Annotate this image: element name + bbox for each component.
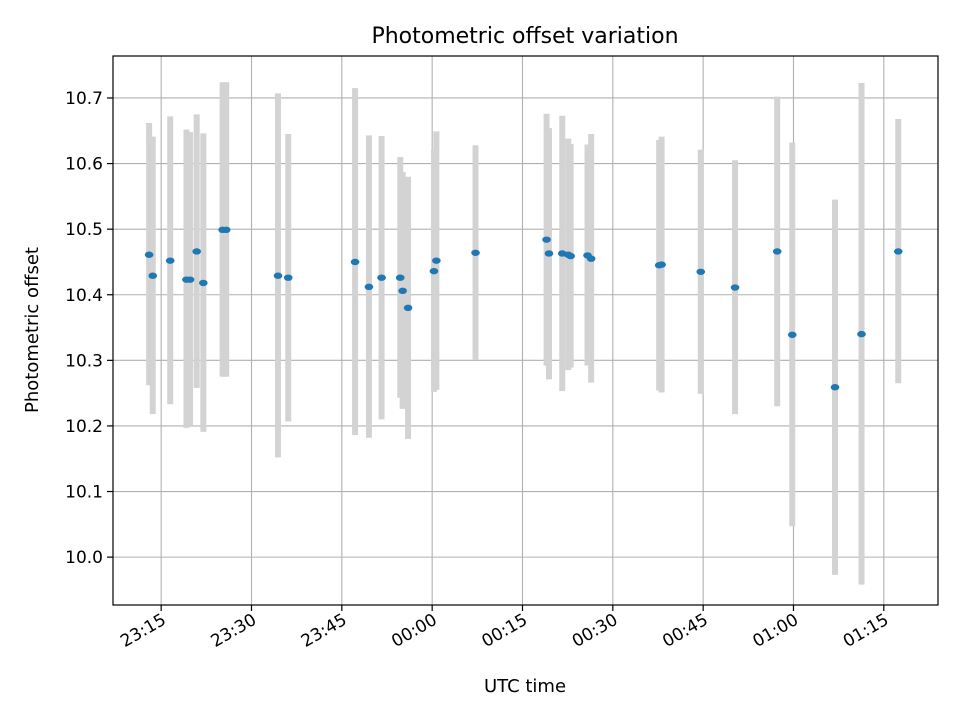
data-point: [395, 274, 405, 281]
data-point: [350, 258, 360, 266]
data-point: [857, 330, 866, 338]
data-point: [192, 248, 202, 255]
data-point: [787, 331, 797, 338]
data-point: [893, 248, 903, 255]
data-point: [772, 248, 782, 255]
y-tick-label: 10.1: [65, 483, 103, 503]
data-point: [429, 267, 439, 275]
data-point: [221, 226, 231, 234]
y-tick-label: 10.3: [65, 351, 103, 371]
data-point: [830, 384, 840, 391]
y-tick-label: 10.7: [65, 89, 103, 109]
grid-lines: [113, 56, 938, 605]
data-point: [471, 249, 480, 256]
data-point: [432, 257, 441, 264]
x-tick-label: 00:00: [388, 610, 440, 652]
data-point: [566, 252, 575, 260]
y-axis-label: Photometric offset: [22, 247, 43, 413]
data-point: [364, 283, 374, 291]
data-point: [403, 304, 413, 312]
x-tick-label: 01:00: [750, 610, 802, 652]
data-points: [144, 226, 903, 391]
data-point: [273, 272, 283, 279]
y-tick-label: 10.4: [65, 286, 103, 306]
plot-frame: [112, 55, 939, 606]
x-tick-label: 23:30: [208, 610, 260, 652]
x-axis-ticks: 23:15 23:30 23:45 00:00 00:15 00:30 00:45 01:00…: [117, 605, 892, 652]
chart-title: Photometric offset variation: [371, 24, 678, 49]
y-axis-ticks: 10.0 10.1 10.2 10.3 10.4 10.5 10.6 10.7: [65, 89, 113, 568]
data-point: [199, 279, 208, 287]
x-tick-label: 23:45: [298, 610, 350, 652]
x-tick-label: 00:45: [659, 610, 711, 652]
data-point: [696, 268, 706, 275]
y-tick-label: 10.5: [65, 220, 103, 240]
data-point: [730, 284, 740, 291]
data-point: [542, 236, 551, 243]
x-tick-label: 01:15: [840, 610, 892, 652]
data-point: [398, 287, 407, 295]
x-axis-label: UTC time: [484, 676, 566, 697]
data-point: [185, 276, 195, 283]
x-tick-label: 00:30: [569, 610, 621, 652]
data-point: [586, 255, 596, 262]
data-point: [377, 274, 386, 281]
data-point: [165, 257, 175, 264]
y-tick-label: 10.2: [65, 417, 103, 437]
y-tick-label: 10.0: [65, 548, 103, 568]
data-point: [657, 261, 666, 268]
y-tick-label: 10.6: [65, 155, 103, 175]
data-point: [544, 250, 554, 257]
x-tick-label: 00:15: [479, 610, 531, 652]
error-bars: [146, 82, 902, 585]
data-point: [283, 274, 293, 281]
data-point: [148, 272, 158, 279]
data-point: [144, 251, 154, 258]
x-tick-label: 23:15: [117, 610, 169, 652]
